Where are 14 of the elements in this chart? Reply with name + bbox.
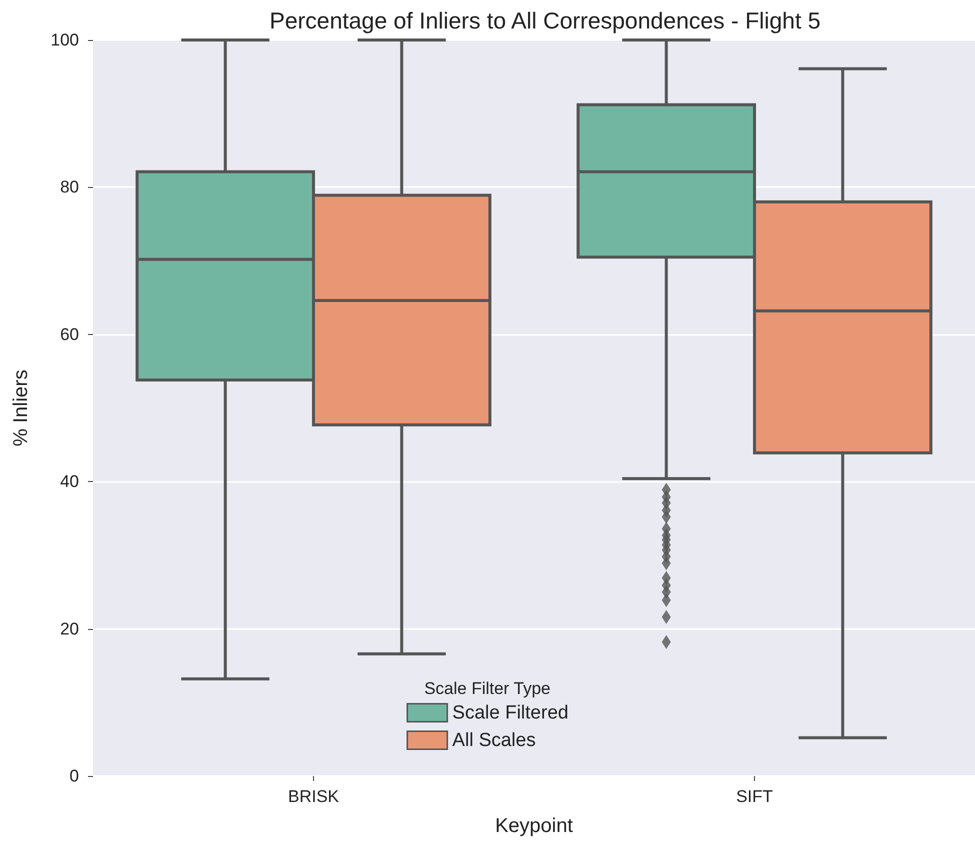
x-tick-label: BRISK <box>288 787 340 806</box>
y-axis-title: % Inliers <box>10 370 32 446</box>
x-axis-title: Keypoint <box>495 815 574 837</box>
legend-label: Scale Filtered <box>452 702 568 724</box>
legend-title: Scale Filter Type <box>424 679 550 698</box>
y-tick-label: 0 <box>70 766 79 786</box>
y-tick-label: 20 <box>60 619 79 638</box>
y-tick-label: 80 <box>60 178 79 197</box>
y-tick-label: 60 <box>60 324 79 344</box>
legend-label: All Scales <box>452 730 536 751</box>
x-tick-label: SIFT <box>736 787 773 806</box>
y-tick-label: 100 <box>50 30 79 50</box>
chart-title: Percentage of Inliers to All Correspondences - Flight 5 <box>269 8 821 34</box>
y-tick-label: 40 <box>60 472 79 492</box>
